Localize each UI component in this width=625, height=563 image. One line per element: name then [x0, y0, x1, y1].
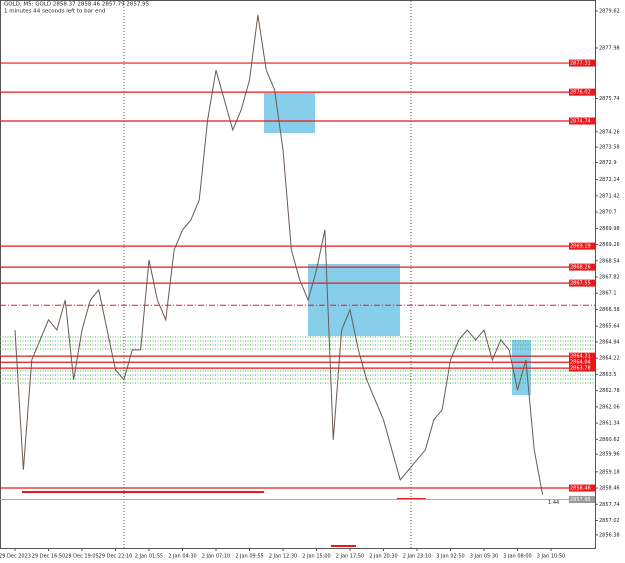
chart-subtitle: 1 minutes 44 seconds left to bar end [4, 9, 105, 15]
level-label: 2877.31 [570, 61, 591, 67]
x-tick-label: 29 Dec 22:10 [99, 554, 133, 560]
y-tick-label: 2879.62 [599, 8, 620, 14]
y-tick-label: 2873.58 [599, 145, 620, 151]
x-tick-label: 3 Jan 02:50 [436, 554, 464, 560]
current-price-bg [569, 496, 595, 504]
x-tick-label: 2 Jan 07:10 [202, 554, 230, 560]
y-tick-label: 2864.22 [599, 356, 620, 362]
level-label-bg [569, 117, 595, 125]
green-zone [0, 336, 595, 384]
level-label: 2869.19 [570, 244, 591, 250]
y-tick-label: 2874.26 [599, 129, 620, 135]
level-label: 2863.78 [570, 366, 591, 372]
y-tick-label: 2865.64 [599, 324, 620, 330]
x-tick-label: 2 Jan 09:55 [235, 554, 263, 560]
x-tick-label: 2 Jan 04:30 [168, 554, 196, 560]
level-label: 2858.46 [570, 486, 591, 492]
y-tick-label: 2856.38 [599, 532, 620, 538]
y-tick-label: 2871.42 [599, 193, 620, 199]
x-tick-label: 2 Jan 01:55 [135, 554, 163, 560]
x-tick-label: 2 Jan 17:50 [336, 554, 364, 560]
level-label-bg [569, 59, 595, 67]
timer-label: 1:44 [548, 500, 559, 506]
x-tick-label: 29 Dec 2023 [0, 554, 31, 560]
y-tick-label: 2868.54 [599, 258, 620, 264]
y-tick-label: 2870.7 [599, 210, 617, 216]
x-tick-label: 3 Jan 05:30 [470, 554, 498, 560]
x-tick-label: 2 Jan 15:00 [302, 554, 330, 560]
y-tick-label: 2869.98 [599, 226, 620, 232]
y-tick-label: 2869.26 [599, 242, 620, 248]
y-tick-label: 2862.78 [599, 388, 620, 394]
x-tick-label: 3 Jan 10:50 [537, 554, 565, 560]
level-label-bg [569, 352, 595, 360]
y-tick-label: 2862.06 [599, 404, 620, 410]
level-label: 2876.02 [570, 90, 591, 96]
y-tick-label: 2867.82 [599, 275, 620, 281]
zone [264, 93, 315, 133]
y-tick-label: 2857.74 [599, 502, 620, 508]
x-tick-label: 3 Jan 08:00 [503, 554, 531, 560]
chart-title: GOLD, M5: GOLD 2858.37 2858.46 2857.79 2… [4, 2, 150, 8]
y-tick-label: 2872.9 [599, 160, 617, 166]
x-tick-label: 2 Jan 20:30 [369, 554, 397, 560]
level-label: 2868.26 [570, 265, 591, 271]
zone [308, 264, 400, 336]
x-tick-label: 2 Jan 12:30 [269, 554, 297, 560]
y-tick-label: 2860.62 [599, 437, 620, 443]
x-tick-label: 29 Dec 19:05 [65, 554, 99, 560]
y-tick-label: 2872.14 [599, 177, 620, 183]
y-tick-label: 2859.18 [599, 469, 620, 475]
level-label-bg [569, 88, 595, 96]
y-tick-label: 2867.1 [599, 291, 617, 297]
level-label: 2867.55 [570, 281, 591, 287]
y-tick-label: 2857.02 [599, 518, 620, 524]
y-tick-label: 2864.94 [599, 339, 620, 345]
level-label: 2874.74 [570, 119, 591, 125]
price-line [14, 14, 544, 495]
y-tick-label: 2863.5 [599, 372, 617, 378]
y-tick-label: 2877.98 [599, 45, 620, 51]
level-label-bg [569, 263, 595, 271]
level-label: 2864.31 [570, 354, 591, 360]
y-tick-label: 2858.46 [599, 486, 620, 492]
y-tick-label: 2859.96 [599, 452, 620, 458]
current-price-label: 2857.95 [570, 497, 591, 503]
level-label-bg [569, 484, 595, 492]
level-label-bg [569, 242, 595, 250]
level-label-bg [569, 358, 595, 366]
x-tick-label: 2 Jan 23:10 [403, 554, 431, 560]
level-label-bg [569, 279, 595, 287]
y-tick-label: 2866.38 [599, 307, 620, 313]
x-tick-label: 29 Dec 16:50 [32, 554, 66, 560]
level-label: 2864.04 [570, 360, 591, 366]
level-label-bg [569, 364, 595, 372]
y-tick-label: 2861.34 [599, 421, 620, 427]
y-tick-label: 2875.74 [599, 96, 620, 102]
